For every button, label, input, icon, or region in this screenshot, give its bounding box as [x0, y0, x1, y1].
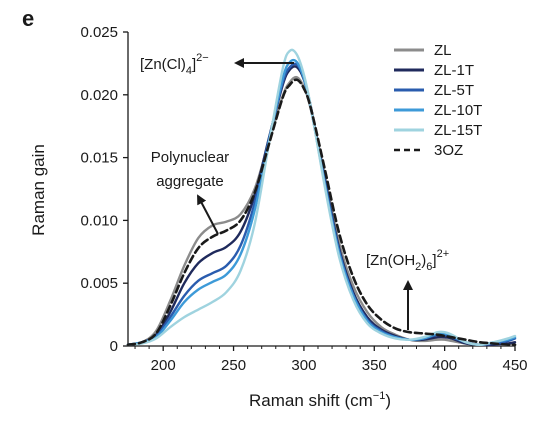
y-tick-label: 0.010	[80, 212, 118, 229]
annotation-polynuclear-line2: aggregate	[156, 173, 224, 190]
x-tick-label: 400	[432, 357, 457, 374]
annotation-znoh2-sup: 2+	[437, 248, 450, 260]
legend-label: ZL-15T	[434, 122, 482, 139]
annotation-znoh2-close: ]	[432, 252, 436, 269]
x-tick-label: 300	[291, 357, 316, 374]
series-line-zl-15t	[126, 48, 517, 346]
legend: ZL ZL-1T ZL-5T ZL-10T ZL-15T 3OZ	[394, 42, 482, 159]
annotation-zncl4-close: ]	[192, 56, 196, 73]
annotation-znoh2-sub2: 6	[426, 261, 432, 273]
x-tick-label: 200	[151, 357, 176, 374]
annotation-znoh2-sub1: 2	[415, 261, 421, 273]
axis-ticks: 200 250 300 350 400 450 0 0.005 0.010 0.015 0.020 0…	[80, 24, 527, 374]
annotation-zncl4: [Zn(Cl)4]2−	[140, 52, 209, 77]
annotation-zncl4-sub: 4	[186, 65, 192, 77]
annotation-znoh2-mid: )	[421, 252, 426, 269]
x-axis-title-sup: −1	[373, 390, 386, 402]
y-tick-label: 0.025	[80, 24, 118, 41]
panel-label: e	[22, 6, 34, 31]
annotation-zncl4-main: [Zn(Cl)	[140, 56, 186, 73]
legend-label: ZL	[434, 42, 452, 59]
annotation-znoh2-main: [Zn(OH	[366, 252, 415, 269]
x-tick-label: 350	[362, 357, 387, 374]
series-layer	[126, 48, 517, 347]
legend-label: ZL-5T	[434, 82, 474, 99]
y-tick-label: 0	[110, 338, 118, 355]
annotation-polynuclear-arrow	[197, 194, 219, 235]
legend-label: ZL-1T	[434, 62, 474, 79]
series-line-3oz	[126, 78, 517, 347]
x-tick-label: 450	[502, 357, 527, 374]
x-axis-title: Raman shift (cm−1)	[249, 390, 391, 410]
x-axis-title-main: Raman shift (cm	[249, 391, 373, 410]
x-tick-label: 250	[221, 357, 246, 374]
y-tick-label: 0.005	[80, 275, 118, 292]
legend-label: 3OZ	[434, 142, 463, 159]
y-axis-title: Raman gain	[29, 144, 48, 236]
y-tick-label: 0.015	[80, 150, 118, 167]
annotation-znoh2: [Zn(OH2)6]2+	[366, 248, 449, 273]
annotation-zncl4-sup: 2−	[196, 52, 209, 64]
x-axis-title-end: )	[385, 391, 391, 410]
annotation-polynuclear-line1: Polynuclear	[151, 149, 229, 166]
y-tick-label: 0.020	[80, 87, 118, 104]
legend-label: ZL-10T	[434, 102, 482, 119]
